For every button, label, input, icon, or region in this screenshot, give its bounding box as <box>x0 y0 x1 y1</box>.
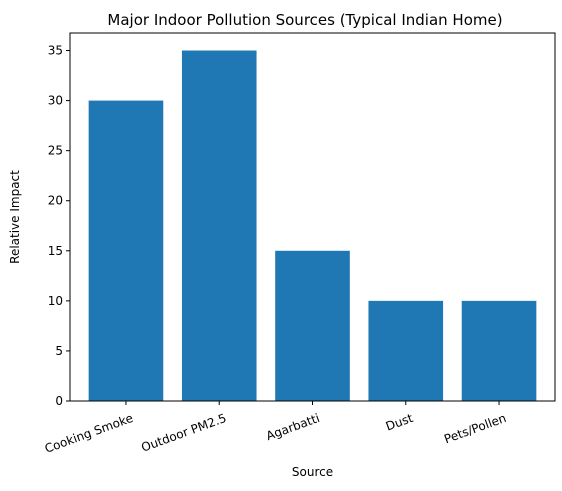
bars-group <box>88 50 537 402</box>
x-tick-label: Cooking Smoke <box>43 411 135 456</box>
y-axis-label: Relative Impact <box>8 170 22 264</box>
y-tick-label: 30 <box>48 94 63 108</box>
bar-cooking-smoke <box>88 100 164 402</box>
y-axis: 0 5 10 15 20 25 30 35 <box>48 44 70 408</box>
y-tick-label: 20 <box>48 194 63 208</box>
bar-outdoor-pm2-5 <box>181 50 257 402</box>
y-tick-label: 5 <box>55 344 63 358</box>
x-tick-label: Dust <box>384 411 415 434</box>
plot-frame <box>69 32 556 402</box>
x-tick-label: Agarbatti <box>264 411 321 443</box>
y-tick-label: 35 <box>48 44 63 58</box>
x-axis-label: Source <box>292 465 333 479</box>
x-tick-label: Outdoor PM2.5 <box>139 411 228 455</box>
y-tick-label: 10 <box>48 294 63 308</box>
bar-dust <box>368 300 444 401</box>
bar-pets-pollen <box>461 300 537 401</box>
y-tick-label: 25 <box>48 144 63 158</box>
y-tick-label: 0 <box>55 394 63 408</box>
y-tick-label: 15 <box>48 244 63 258</box>
chart-title: Major Indoor Pollution Sources (Typical … <box>107 11 502 29</box>
x-axis: Cooking Smoke Outdoor PM2.5 Agarbatti Dust P… <box>43 401 508 456</box>
bar-agarbatti <box>275 250 350 401</box>
x-tick-label: Pets/Pollen <box>442 411 508 446</box>
